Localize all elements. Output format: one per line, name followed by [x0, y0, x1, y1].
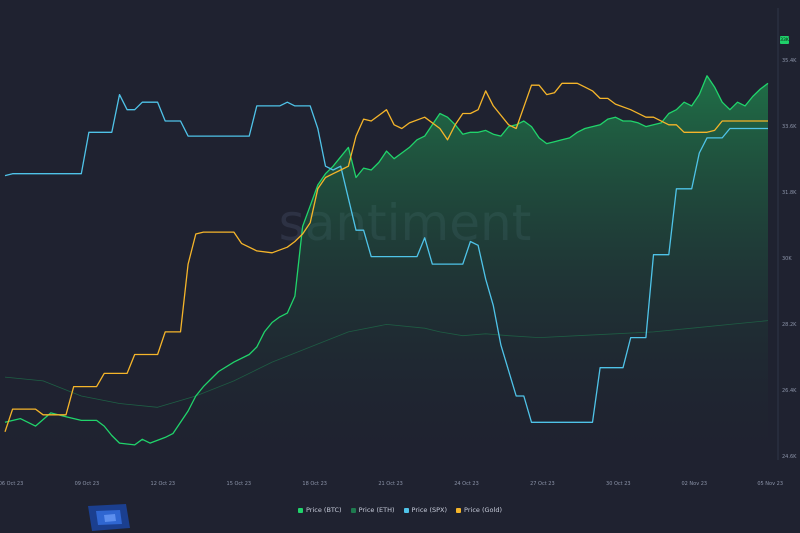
y-tick-label: 26.4K — [782, 388, 797, 394]
y-tick-label: 35.4K — [782, 58, 797, 64]
x-tick-label: 18 Oct 23 — [302, 481, 327, 487]
y-tick-label: 30K — [782, 256, 792, 262]
legend-item-btc[interactable]: Price (BTC) — [297, 506, 342, 514]
y-tick-label: 31.8K — [782, 190, 797, 196]
series-area-price-btc — [5, 75, 768, 461]
y-tick-label: 24.6K — [782, 454, 797, 460]
series-line-price-gold — [4, 82, 768, 433]
series-line-price-spx — [4, 93, 768, 423]
x-tick-label: 06 Oct 23 — [0, 481, 23, 487]
legend-swatch-btc — [297, 507, 303, 513]
x-tick-label: 09 Oct 23 — [75, 481, 100, 487]
x-axis: 06 Oct 23 09 Oct 23 12 Oct 23 15 Oct 23 18 O… — [0, 481, 783, 487]
legend-item-gold[interactable]: Price (Gold) — [456, 506, 502, 514]
series-layer — [4, 75, 769, 461]
current-value-badge: 33K — [780, 36, 789, 44]
x-tick-label: 27 Oct 23 — [530, 481, 555, 487]
x-tick-label: 02 Nov 23 — [681, 481, 707, 487]
legend-label-spx: Price (SPX) — [411, 506, 448, 514]
y-tick-label: 28.2K — [782, 322, 797, 328]
legend-swatch-eth — [350, 507, 356, 513]
chart-legend: Price (BTC) Price (ETH) Price (SPX) Pric… — [0, 506, 800, 514]
legend-swatch-gold — [456, 507, 462, 513]
x-tick-label: 24 Oct 23 — [454, 481, 479, 487]
legend-item-eth[interactable]: Price (ETH) — [350, 506, 395, 514]
x-tick-label: 30 Oct 23 — [606, 481, 631, 487]
legend-label-eth: Price (ETH) — [358, 506, 395, 514]
legend-label-gold: Price (Gold) — [464, 506, 502, 514]
legend-swatch-spx — [403, 507, 409, 513]
y-axis: 35.4K 33.6K 31.8K 30K 28.2K 26.4K 24.6K — [782, 58, 797, 460]
series-line-price-btc — [4, 75, 769, 446]
x-tick-label: 05 Nov 23 — [757, 481, 783, 487]
x-tick-label: 21 Oct 23 — [378, 481, 403, 487]
legend-item-spx[interactable]: Price (SPX) — [403, 506, 448, 514]
legend-label-btc: Price (BTC) — [305, 506, 342, 514]
santiment-logo-icon — [88, 504, 130, 531]
y-tick-label: 33.6K — [782, 124, 797, 130]
x-tick-label: 15 Oct 23 — [227, 481, 252, 487]
x-tick-label: 12 Oct 23 — [151, 481, 176, 487]
